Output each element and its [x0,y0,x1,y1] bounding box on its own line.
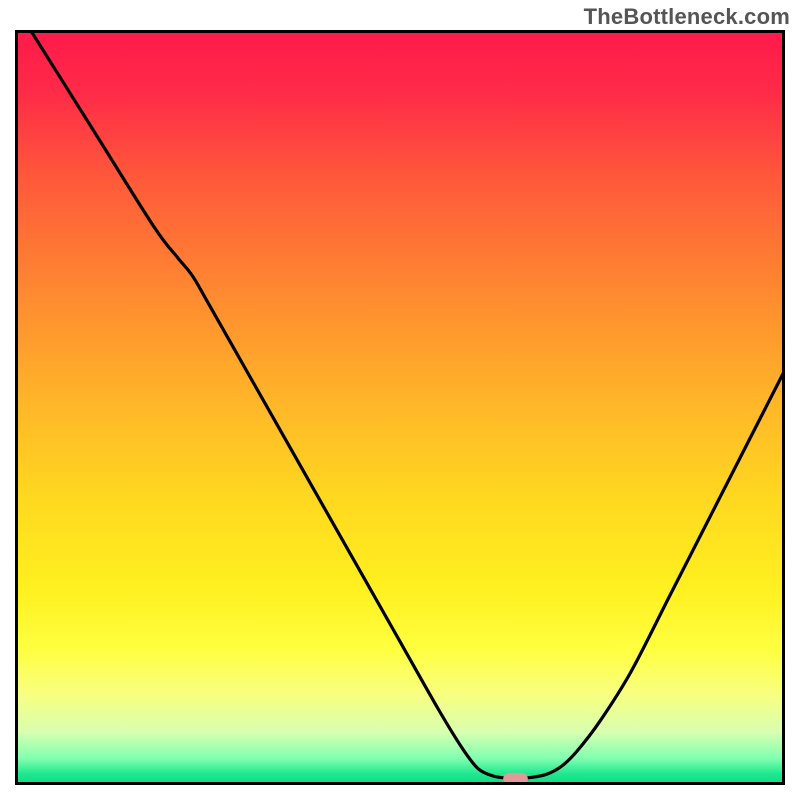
chart-container: TheBottleneck.com [0,0,800,800]
plot-svg [15,30,785,785]
plot-area [15,30,785,785]
watermark-text: TheBottleneck.com [584,4,790,30]
gradient-background [15,30,785,785]
